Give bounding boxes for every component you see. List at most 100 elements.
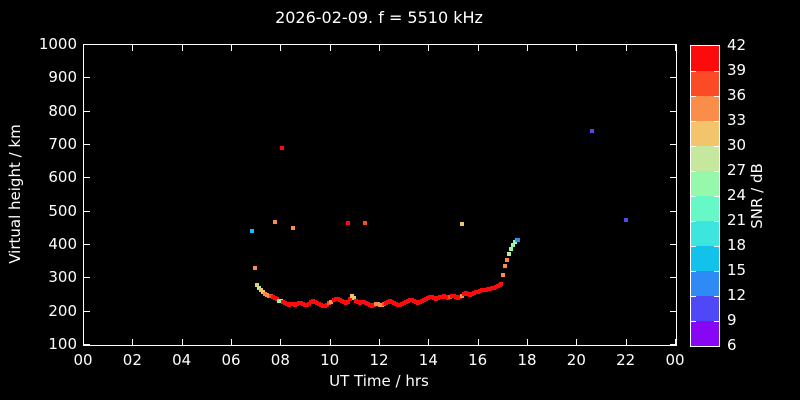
colorbar-segment [691,146,719,171]
colorbar-tick-label: 39 [727,61,747,79]
data-point [405,299,410,303]
x-tick-label: 18 [517,351,537,369]
colorbar-tick [691,96,696,97]
data-point [333,297,338,301]
y-axis-label: Virtual height / km [6,124,24,264]
colorbar-tick [714,171,719,172]
tick-mark [675,45,676,51]
data-point [475,289,480,294]
colorbar-tick [714,121,719,122]
tick-mark [181,45,183,51]
colorbar-tick [691,221,696,222]
data-point [507,251,511,256]
colorbar-tick [691,146,696,147]
y-tick-label: 200 [48,301,77,320]
data-point [459,221,464,226]
data-point [510,242,515,247]
x-tick-label: 22 [616,351,636,369]
tick-mark [84,44,90,45]
colorbar-tick [714,146,719,147]
colorbar-segment [691,96,719,121]
data-point [290,225,295,230]
data-point [272,219,277,224]
colorbar [690,45,720,347]
data-point [306,302,311,306]
tick-mark [428,339,430,345]
data-point [623,217,628,222]
y-tick-label: 600 [48,168,77,187]
colorbar-tick [691,71,696,72]
colorbar-segment [691,246,719,271]
colorbar-tick [691,296,696,297]
x-axis-label: UT Time / hrs [329,372,429,390]
tick-mark [670,310,676,312]
tick-mark [84,110,90,112]
tick-mark [329,45,331,51]
data-point [345,220,350,225]
colorbar-tick-label: 21 [727,211,747,229]
data-point [498,281,503,286]
tick-mark [576,339,578,345]
data-point [352,296,357,300]
colorbar-tick [714,96,719,97]
colorbar-segment [691,321,719,346]
tick-mark [280,339,282,345]
colorbar-tick-label: 15 [727,261,747,279]
colorbar-tick-label: 33 [727,111,747,129]
tick-mark [181,339,183,345]
colorbar-tick-label: 42 [727,36,747,54]
data-point [254,283,259,287]
y-tick-label: 500 [48,201,77,220]
colorbar-segment [691,271,719,296]
colorbar-tick-label: 6 [727,336,737,354]
y-tick-label: 400 [48,235,77,253]
tick-mark [625,339,627,345]
tick-mark [84,244,90,245]
colorbar-tick [714,246,719,247]
tick-mark [670,344,676,345]
tick-mark [670,244,676,245]
colorbar-tick [691,171,696,172]
data-point [387,299,392,303]
tick-mark [477,339,479,345]
tick-mark [379,45,380,51]
tick-mark [231,45,232,51]
x-tick-label: 00 [73,351,93,369]
tick-mark [527,339,528,345]
colorbar-segment [691,296,719,321]
tick-mark [84,177,90,179]
data-point [501,272,506,277]
data-point [505,257,510,262]
data-point [260,290,265,295]
tick-mark [231,339,232,345]
data-point [258,288,263,292]
tick-mark [670,210,676,212]
tick-mark [670,277,676,279]
data-point [252,266,257,271]
tick-mark [83,339,84,345]
x-tick-label: 06 [221,351,241,369]
colorbar-tick [691,246,696,247]
tick-mark [132,45,134,51]
data-point [274,297,279,301]
tick-mark [84,77,90,79]
plot-area [83,44,677,346]
data-point [328,300,333,304]
tick-mark [675,339,676,345]
colorbar-tick [691,271,696,272]
data-point [515,237,520,242]
colorbar-tick [714,321,719,322]
data-point [365,302,370,306]
data-point [362,220,367,225]
chart-title: 2026-02-09. f = 5510 kHz [275,8,483,27]
colorbar-segment [691,71,719,96]
tick-mark [83,45,84,51]
tick-mark [132,339,134,345]
colorbar-tick [691,121,696,122]
colorbar-tick-label: 27 [727,161,747,179]
x-tick-label: 12 [369,351,389,369]
data-point [345,300,350,304]
x-tick-label: 08 [270,351,290,369]
x-tick-label: 14 [418,351,438,369]
